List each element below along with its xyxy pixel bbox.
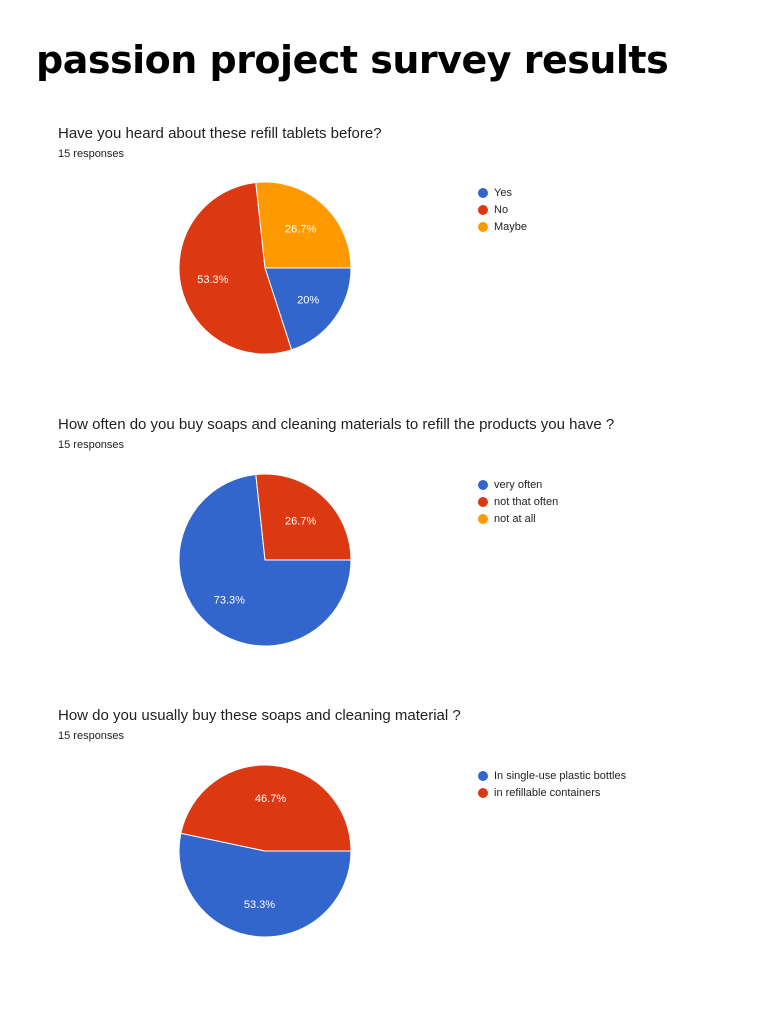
legend-item-very-often[interactable]: very often bbox=[478, 476, 558, 493]
question-1-title: Have you heard about these refill tablet… bbox=[58, 125, 382, 142]
legend-label: very often bbox=[494, 478, 543, 491]
pie-slice-no[interactable] bbox=[178, 181, 293, 355]
legend-dot-icon bbox=[478, 787, 488, 798]
question-2-title: How often do you buy soaps and cleaning … bbox=[58, 416, 615, 433]
question-2-response-count: 15 responses bbox=[58, 439, 125, 451]
pie-slice-in-refillable-containers[interactable] bbox=[180, 764, 352, 852]
legend-label: Yes bbox=[494, 186, 512, 199]
legend-item-not-that-often[interactable]: not that often bbox=[478, 493, 558, 510]
slice-percent-label: 20% bbox=[297, 294, 319, 306]
legend-dot-icon bbox=[478, 221, 488, 232]
question-3-response-count: 15 responses bbox=[58, 730, 125, 742]
legend-dot-icon bbox=[478, 496, 488, 507]
legend-label: not that often bbox=[494, 495, 559, 508]
legend-item-no[interactable]: No bbox=[478, 201, 527, 218]
legend-label: Maybe bbox=[494, 220, 528, 233]
legend-label: not at all bbox=[494, 512, 536, 525]
legend-3: In single-use plastic bottles in refilla… bbox=[478, 767, 626, 801]
legend-dot-icon bbox=[478, 187, 488, 198]
question-1-response-count: 15 responses bbox=[58, 148, 125, 160]
legend-item-maybe[interactable]: Maybe bbox=[478, 218, 527, 235]
legend-item-not-at-all[interactable]: not at all bbox=[478, 510, 558, 527]
pie-slice-yes[interactable] bbox=[264, 267, 352, 351]
slice-percent-label: 53.3% bbox=[244, 899, 275, 911]
legend-2: very often not that often not at all bbox=[478, 476, 558, 527]
slice-percent-label: 26.7% bbox=[285, 223, 316, 235]
question-3-title: How do you usually buy these soaps and c… bbox=[58, 707, 461, 724]
slice-percent-label: 26.7% bbox=[285, 515, 316, 527]
pie-slice-not-that-often[interactable] bbox=[255, 473, 352, 561]
legend-dot-icon bbox=[478, 770, 488, 781]
legend-dot-icon bbox=[478, 479, 488, 490]
pie-slice-maybe[interactable] bbox=[255, 181, 352, 269]
legend-1: Yes No Maybe bbox=[478, 184, 527, 235]
slice-percent-label: 46.7% bbox=[255, 793, 286, 805]
legend-dot-icon bbox=[478, 204, 488, 215]
legend-label: in refillable containers bbox=[494, 786, 601, 799]
legend-item-single-use-bottles[interactable]: In single-use plastic bottles bbox=[478, 767, 626, 784]
legend-label: No bbox=[494, 203, 509, 216]
legend-item-yes[interactable]: Yes bbox=[478, 184, 527, 201]
pie-slice-in-single-use-plastic-bottles[interactable] bbox=[178, 832, 352, 938]
legend-dot-icon bbox=[478, 513, 488, 524]
legend-item-refillable-containers[interactable]: in refillable containers bbox=[478, 784, 626, 801]
slice-percent-label: 73.3% bbox=[214, 595, 245, 607]
legend-label: In single-use plastic bottles bbox=[494, 769, 627, 782]
page-title: passion project survey results bbox=[36, 38, 669, 82]
slice-percent-label: 53.3% bbox=[197, 274, 228, 286]
